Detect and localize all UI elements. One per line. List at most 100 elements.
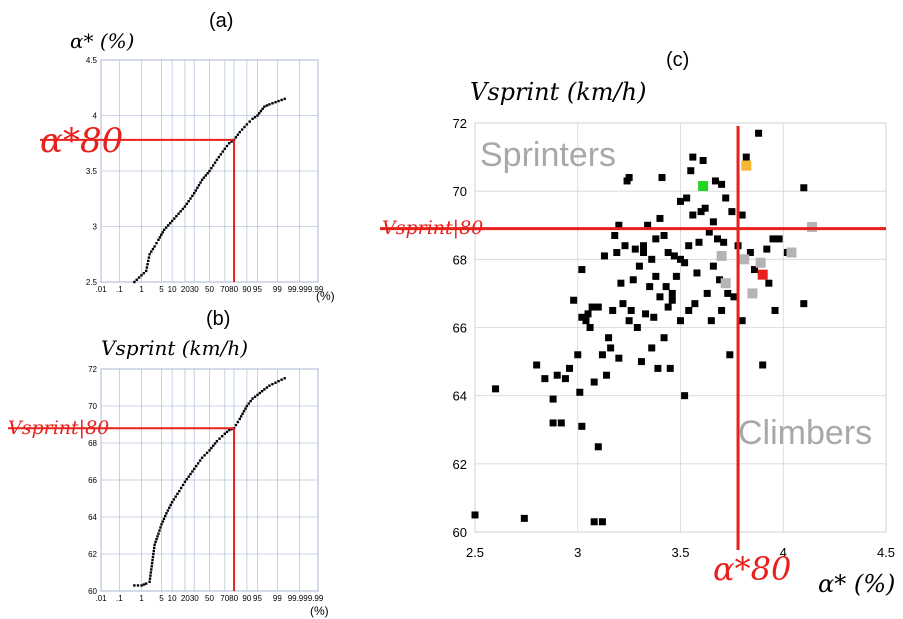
panel-a-xtick-6: 50 [205, 285, 214, 294]
panel-b-point [178, 489, 181, 493]
panel-c-point [668, 289, 676, 297]
panel-a-point [248, 120, 251, 123]
panel-b-point [176, 492, 179, 496]
panel-b-point [194, 464, 198, 468]
panel-c-point [603, 371, 611, 379]
panel-c-xtick-3: 4 [780, 545, 787, 560]
panel-c-point [660, 231, 668, 239]
panel-a-point [259, 109, 263, 113]
panel-c-point [746, 249, 754, 257]
panel-b-point [241, 412, 244, 415]
panel-c-highlight-point [755, 257, 766, 268]
panel-c-point [598, 518, 606, 526]
panel-c-ytick-1: 62 [453, 457, 467, 472]
panel-b-point [156, 535, 159, 538]
annotation-sprinters: Sprinters [480, 136, 616, 174]
panel-c-xtick-2: 3.5 [671, 545, 689, 560]
panel-a-point [146, 263, 149, 266]
panel-c-highlight-point [747, 288, 758, 299]
panel-b-point [150, 568, 153, 571]
panel-b-xtick-5: 2030 [181, 594, 199, 603]
panel-c-highlight-point [786, 247, 797, 258]
panel-c-point [600, 252, 608, 260]
panel-a-point [265, 104, 269, 107]
panel-a-point [256, 114, 259, 117]
panel-b-point [151, 555, 155, 559]
panel-a-xtick-0: .01 [95, 285, 107, 294]
panel-c-point [590, 378, 598, 386]
panel-b-point [148, 577, 152, 580]
panel-a-point [142, 271, 146, 275]
panel-c-point [561, 375, 569, 383]
panel-c-point [609, 306, 617, 314]
panel-label-c: (c) [666, 49, 689, 71]
panel-a-point [170, 219, 174, 223]
panel-b-point [189, 472, 192, 476]
panel-a-point [135, 278, 138, 281]
panel-a-point [161, 231, 164, 234]
panel-c-ytick-5: 70 [453, 184, 467, 199]
panel-b-xtick-1: .1 [116, 594, 123, 603]
panel-b-yticks: 60 62 64 66 68 70 72 [88, 365, 97, 596]
panel-a-point [155, 241, 158, 245]
panel-c-point [578, 313, 586, 321]
panel-b-ytick-0: 60 [88, 587, 97, 596]
panel-c-point [590, 518, 598, 526]
panel-c-point [640, 242, 648, 250]
panel-a-xtick-10: 99 [273, 285, 282, 294]
panel-b-point [152, 552, 155, 556]
panel-b-ytick-6: 72 [88, 365, 97, 374]
panel-a-point [158, 236, 162, 239]
panel-a-point [151, 247, 155, 251]
panel-label-a: (a) [209, 10, 233, 32]
panel-b-point [196, 462, 200, 465]
panel-label-b: (b) [206, 308, 230, 330]
panel-c-point [677, 317, 684, 325]
panel-c-point [615, 221, 623, 229]
panel-a-point [280, 98, 283, 102]
panel-a-point [277, 99, 280, 103]
panel-b-point [187, 475, 190, 478]
panel-a-point [274, 100, 277, 104]
panel-c-point [672, 272, 680, 280]
panel-c-point [742, 153, 750, 161]
panel-c-point [769, 235, 777, 243]
panel-a-point [263, 105, 266, 108]
panel-b-point [154, 540, 157, 544]
panel-c-point [586, 324, 594, 331]
panel-c-point [611, 231, 619, 239]
panel-b-point [213, 442, 217, 445]
panel-a-point [253, 115, 257, 119]
panel-c-point [588, 303, 596, 311]
panel-c-point [642, 310, 650, 318]
panel-b-xtick-11: 99.999.99 [288, 594, 324, 603]
panel-b-point [166, 509, 170, 512]
panel-a-ytick-0: 2.5 [86, 278, 98, 287]
panel-c-point [750, 266, 758, 274]
panel-b-point [253, 395, 257, 398]
panel-a-point [219, 153, 223, 156]
panel-a-point [148, 253, 151, 256]
panel-c-point [664, 249, 672, 257]
panel-b-point [161, 520, 164, 523]
panel-c-point [709, 262, 717, 270]
panel-b-point [155, 538, 158, 541]
panel-a-point [204, 174, 208, 177]
panel-c-point [574, 351, 582, 359]
panel-b-point [227, 428, 231, 432]
panel-b-xunit: (%) [310, 604, 329, 618]
panel-b-point [140, 584, 143, 587]
panel-b-xtick-8: 90 [242, 594, 251, 603]
panel-c-point [691, 300, 699, 308]
panel-c-point [625, 317, 633, 325]
panel-c-point [670, 252, 678, 260]
panel-a-point [213, 161, 217, 164]
panel-c-point [656, 214, 664, 222]
panel-c-xticks: 2.5 3 3.5 4 4.5 [466, 545, 895, 560]
panel-a-point [238, 130, 241, 134]
panel-b-ytick-1: 62 [88, 550, 97, 559]
panel-b-point [274, 381, 277, 384]
panel-c-point [689, 153, 697, 161]
panel-b-point [234, 423, 238, 427]
panel-c-point [648, 255, 656, 263]
